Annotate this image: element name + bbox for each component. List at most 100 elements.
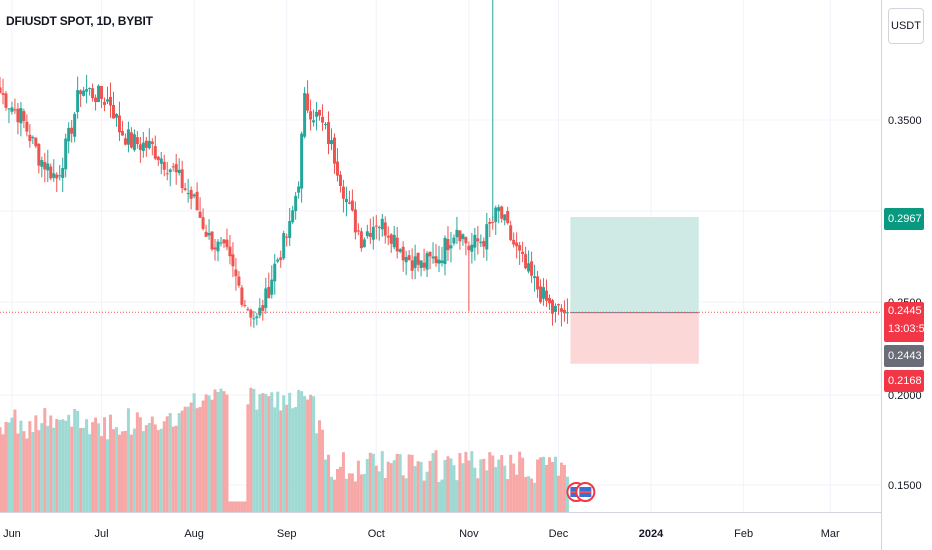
- volume-bar: [413, 466, 417, 512]
- volume-bar: [374, 465, 378, 512]
- volume-bar: [368, 452, 372, 512]
- volume-bar: [204, 394, 208, 512]
- candle-body: [276, 259, 280, 262]
- candle-body: [524, 254, 528, 269]
- candle-body: [404, 256, 408, 263]
- candle-body: [132, 134, 136, 151]
- volume-bar: [312, 396, 316, 512]
- volume-bar: [67, 414, 71, 512]
- volume-bar: [318, 420, 322, 512]
- currency-flag-icon[interactable]: [575, 482, 596, 502]
- candle-body: [464, 237, 468, 244]
- candle-body: [533, 276, 537, 279]
- candle-body: [368, 232, 372, 237]
- candle-body: [174, 164, 178, 173]
- volume-bar: [25, 438, 29, 512]
- volume-bar: [482, 458, 486, 512]
- profit-zone: [570, 217, 699, 313]
- volume-bar: [156, 430, 160, 512]
- candle-body: [225, 239, 229, 248]
- candle-body: [258, 307, 262, 316]
- volume-bar: [255, 409, 259, 512]
- stop-price-tag: 0.2168: [884, 370, 924, 392]
- x-tick-label: Aug: [184, 528, 204, 540]
- candle-body: [458, 230, 462, 242]
- candle-body: [10, 107, 14, 112]
- candle-body: [88, 88, 92, 90]
- candle-body: [156, 156, 160, 161]
- candle-body: [539, 286, 543, 303]
- candle-body: [545, 290, 549, 301]
- volume-bar: [530, 478, 534, 512]
- candle-body: [82, 90, 86, 96]
- volume-bar: [216, 391, 220, 512]
- volume-bar: [488, 452, 492, 512]
- volume-bar: [123, 430, 127, 512]
- candle-body: [494, 207, 498, 222]
- candle-body: [548, 297, 552, 304]
- volume-bar: [210, 399, 214, 512]
- volume-bar: [231, 501, 235, 512]
- candle-body: [329, 140, 333, 145]
- volume-bar: [512, 463, 516, 512]
- volume-bar: [52, 427, 56, 512]
- candle-body: [518, 245, 522, 251]
- volume-bar: [270, 392, 274, 512]
- entry-price-label: 0.2443: [888, 350, 922, 362]
- candle-body: [359, 231, 363, 249]
- volume-bar: [521, 457, 525, 512]
- volume-bar: [94, 417, 98, 512]
- volume-bar: [186, 406, 190, 512]
- volume-bar: [243, 501, 247, 512]
- volume-bar: [37, 430, 41, 512]
- candle-body: [76, 90, 80, 113]
- candle-body: [58, 175, 62, 177]
- currency-scale-button[interactable]: USDT: [888, 8, 924, 44]
- volume-bar: [428, 460, 432, 512]
- candle-body: [231, 254, 235, 267]
- candle-body: [111, 104, 115, 119]
- volume-bar: [392, 460, 396, 512]
- candle-body: [46, 163, 50, 171]
- candle-body: [19, 108, 23, 124]
- candle-body: [261, 305, 265, 311]
- candle-body: [64, 138, 68, 170]
- candle-body: [186, 193, 190, 195]
- volume-bar: [518, 451, 522, 512]
- candle-body: [437, 259, 441, 264]
- volume-bar: [303, 396, 307, 512]
- volume-bar: [410, 454, 414, 512]
- x-tick-label: Oct: [368, 528, 385, 540]
- candle-body: [288, 221, 292, 238]
- volume-bar: [350, 473, 354, 512]
- volume-bar: [434, 450, 438, 512]
- volume-bar: [237, 501, 241, 512]
- x-tick-label: Feb: [734, 528, 753, 540]
- volume-bar: [16, 433, 20, 512]
- volume-bar: [338, 466, 342, 512]
- candle-body: [401, 246, 405, 261]
- candle-body: [207, 232, 211, 236]
- volume-bar: [464, 451, 468, 512]
- candle-body: [395, 237, 399, 252]
- candle-body: [171, 166, 175, 168]
- x-tick-label: Sep: [277, 528, 297, 540]
- volume-bar: [225, 394, 229, 512]
- volume-bar: [19, 420, 23, 512]
- volume-bar: [70, 426, 74, 512]
- volume-bar: [147, 423, 151, 512]
- candle-body: [201, 217, 205, 229]
- volume-bar: [91, 422, 95, 512]
- candle-body: [407, 255, 411, 261]
- volume-bar: [291, 408, 295, 512]
- volume-bar: [138, 417, 142, 512]
- x-tick-label: Mar: [821, 528, 840, 540]
- candle-body: [165, 173, 169, 175]
- volume-bar: [309, 394, 313, 512]
- volume-bar: [527, 476, 531, 512]
- volume-bar: [419, 461, 423, 512]
- volume-bar: [356, 460, 360, 512]
- volume-bar: [189, 402, 193, 512]
- volume-bar: [88, 434, 92, 512]
